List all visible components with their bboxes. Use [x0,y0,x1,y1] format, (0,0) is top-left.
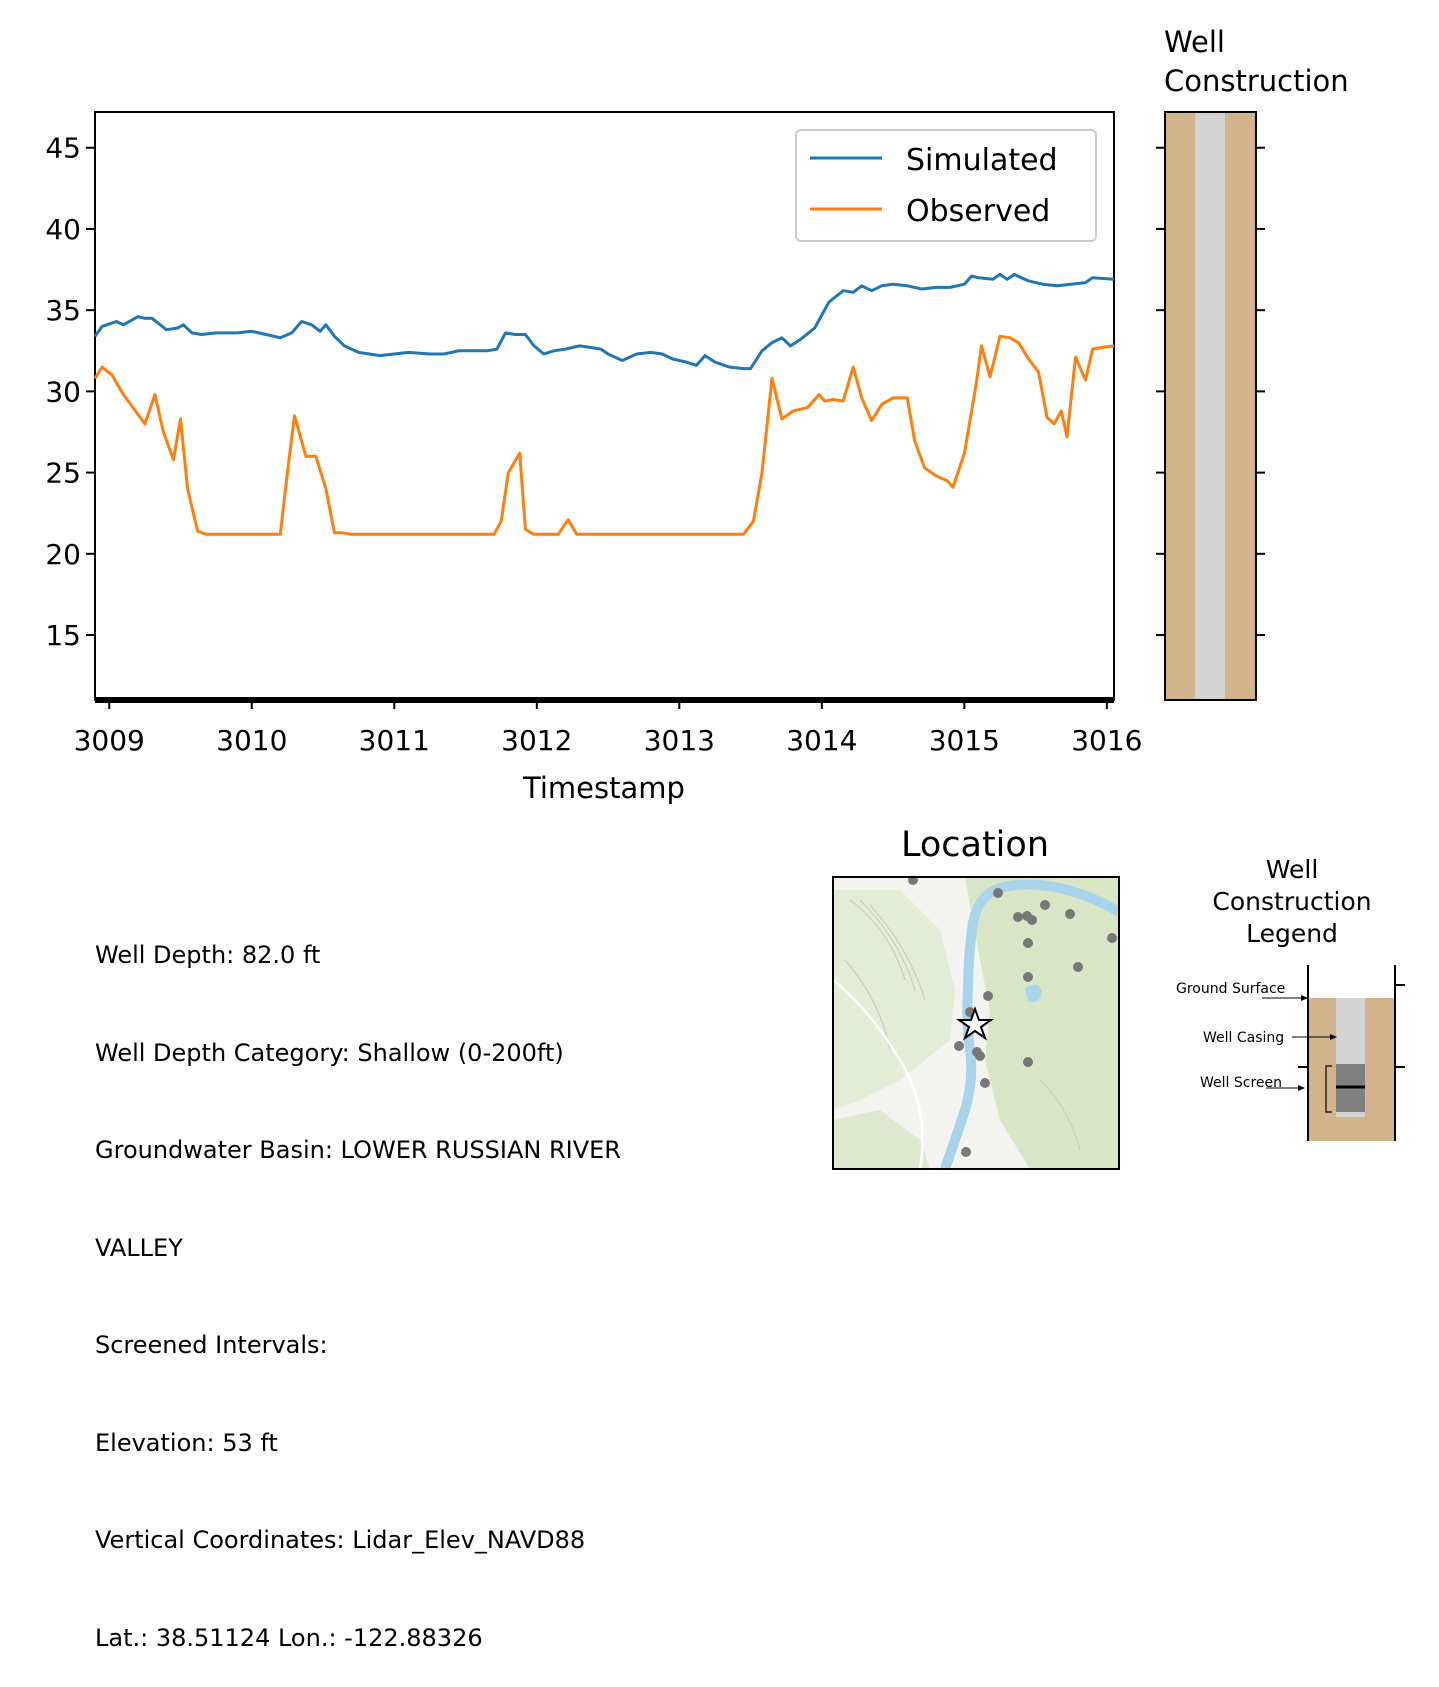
y-tick-label: 40 [45,213,81,246]
map-vegetation-south [833,1110,930,1169]
well-construction-legend: Well Construction Legend Ground Surface … [1176,855,1405,1141]
well-construction-column: Well Construction [1156,25,1349,701]
map-vegetation [965,877,1119,1169]
info-line: Screened Intervals: [95,1331,328,1359]
y-tick-label: 20 [45,538,81,571]
map-well-point [1073,962,1083,972]
map-well-point [993,888,1003,898]
map-well-point [1013,912,1023,922]
map-river [940,879,1119,1169]
y-tick-label: 45 [45,132,81,165]
x-axis-label: Timestamp [522,771,685,805]
well-info-text: Well Depth: 82.0 ft Well Depth Category:… [95,874,621,1687]
legend-panel-title-line-2: Construction [1212,887,1371,916]
info-line: Vertical Coordinates: Lidar_Elev_NAVD88 [95,1526,586,1554]
map-well-point [908,877,918,885]
x-tick-label: 3011 [359,724,430,757]
legend-label-observed: Observed [906,194,1050,229]
map-well-point [1065,909,1075,919]
x-tick-label: 3010 [216,724,287,757]
legend-panel-title-line-3: Legend [1246,919,1338,948]
legend-arrowhead-casing [1330,1034,1337,1040]
y-axis: 15 20 25 30 35 40 45 [45,132,95,652]
legend-label-well-screen: Well Screen [1200,1075,1282,1091]
well-construction-title-line-2: Construction [1164,64,1349,98]
well-construction-title-line-1: Well [1164,25,1225,59]
x-tick-label: 3013 [644,724,715,757]
series-lines [93,272,1115,536]
series-line-observed [93,334,1115,536]
x-tick-label: 3015 [929,724,1000,757]
map-well-point [975,1051,985,1061]
y-tick-label: 15 [45,619,81,652]
info-line: Groundwater Basin: LOWER RUSSIAN RIVER [95,1136,621,1164]
info-line: Elevation: 53 ft [95,1428,278,1457]
x-tick-label: 3009 [74,724,145,757]
legend-label-ground-surface: Ground Surface [1176,981,1285,997]
map-well-point [983,991,993,1001]
x-axis: 3009 3010 3011 3012 3013 3014 3015 3016 [74,700,1143,757]
legend-panel-title-line-1: Well [1266,855,1319,884]
y-tick-label: 25 [45,457,81,490]
map-well-point [1040,900,1050,910]
legend-screen-bracket [1325,1065,1332,1113]
well-construction-frame [1164,111,1257,701]
map-well-point [961,1147,971,1157]
map-frame [832,876,1120,1170]
legend-label-simulated: Simulated [906,143,1058,178]
location-map: Location [832,825,1120,1170]
map-well-points [908,877,1117,1157]
chart-legend: Simulated Observed [795,129,1097,242]
legend-screen-bottom [1336,1112,1365,1117]
map-road [833,979,924,1169]
legend-arrowhead-screen [1298,1085,1305,1091]
map-vegetation-west [833,890,955,1110]
map-well-point [1027,915,1037,925]
series-line-simulated [93,272,1115,371]
map-selected-well-star-icon [955,1006,995,1041]
info-line: VALLEY [95,1233,183,1262]
map-well-point [1107,933,1117,943]
x-tick-label: 3014 [786,724,857,757]
info-line: Well Depth Category: Shallow (0-200ft) [95,1038,564,1067]
casing-fill [1195,112,1225,700]
x-tick-label: 3012 [501,724,572,757]
map-terrain-contours [844,899,1081,1151]
legend-arrowhead-ground [1301,995,1308,1001]
info-line: Lat.: 38.51124 Lon.: -122.88326 [95,1623,483,1652]
well-construction-ticks [1156,146,1265,637]
legend-casing-fill [1336,998,1365,1064]
map-well-point [1023,1057,1033,1067]
x-axis-thick-base [95,697,1114,703]
map-well-point [1023,938,1033,948]
legend-label-well-casing: Well Casing [1203,1030,1284,1046]
map-well-point [1023,972,1033,982]
y-tick-label: 35 [45,294,81,327]
y-tick-label: 30 [45,375,81,408]
x-tick-label: 3016 [1071,724,1142,757]
map-well-point [980,1078,990,1088]
info-line: Well Depth: 82.0 ft [95,941,321,969]
map-well-point [954,1041,964,1051]
map-lake [1025,984,1042,1003]
location-title: Location [901,825,1049,865]
